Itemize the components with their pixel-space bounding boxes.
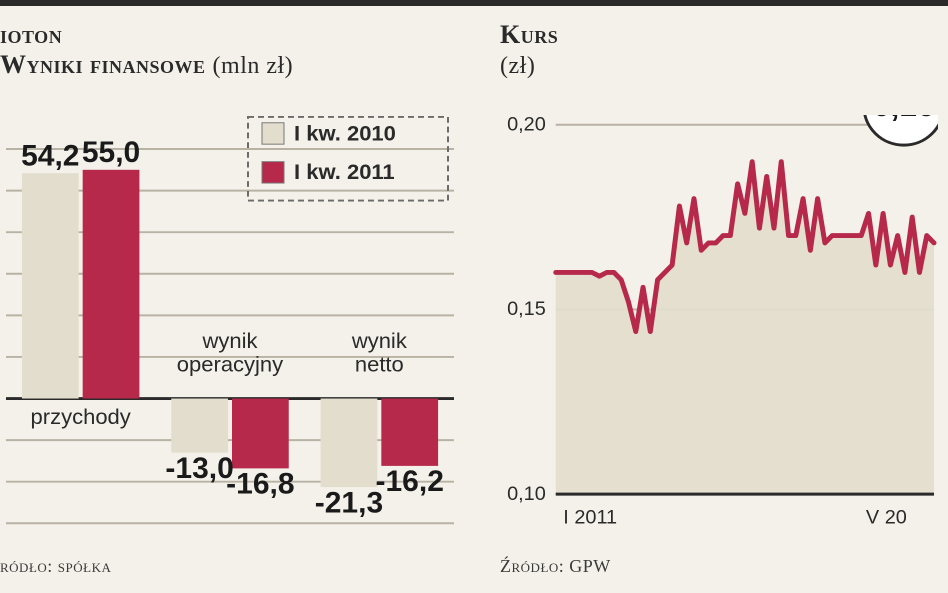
bar-value: 54,2 [21, 140, 79, 173]
category-label: wynik [351, 328, 407, 353]
category-label: operacyjny [177, 352, 284, 377]
right-title-line2: (zł) [500, 50, 948, 80]
y-tick-label: 0,20 [507, 115, 546, 135]
bar-2010 [321, 399, 378, 488]
category-label: przychody [31, 404, 131, 429]
bar-value: -13,0 [165, 452, 233, 485]
top-rule [0, 0, 948, 6]
callout-value: 0,16 [873, 115, 935, 123]
bar-2011 [83, 170, 140, 399]
legend-label: I kw. 2011 [294, 159, 395, 184]
y-tick-label: 0,15 [507, 298, 546, 320]
bar-value: 55,0 [82, 136, 140, 169]
left-source: ródło: spółka [0, 556, 111, 577]
bar-2011 [381, 399, 438, 466]
left-title-sub: (mln zł) [213, 53, 294, 79]
line-chart: 0,10 0,15 0,20 I 2011 V 20 0,16 [500, 115, 938, 533]
left-title-line2: Wyniki finansowe (mln zł) [0, 50, 470, 80]
y-tick-label: 0,10 [507, 483, 546, 505]
left-title-main: Wyniki finansowe [0, 50, 206, 79]
bar-chart: 54,255,0przychody-13,0-16,8wynikoperacyj… [0, 115, 460, 533]
right-title-line1: Kurs [500, 20, 948, 50]
category-label: wynik [201, 328, 257, 353]
x-tick-label: I 2011 [563, 506, 617, 528]
legend-label: I kw. 2010 [294, 121, 396, 146]
left-title-line1: ioton [0, 20, 470, 50]
bar-2011 [232, 399, 289, 469]
legend-swatch [262, 162, 284, 183]
right-title-sub: (zł) [500, 53, 535, 79]
category-label: netto [355, 352, 404, 377]
bar-value: -16,2 [376, 466, 444, 499]
x-tick-label: V 20 [866, 506, 907, 528]
bar-2010 [22, 173, 79, 398]
bar-2010 [171, 399, 228, 453]
bar-value: -16,8 [226, 468, 294, 501]
right-source: Źródło: GPW [500, 556, 611, 577]
panel-price: Kurs (zł) 0,10 0,15 0,20 I 2011 V 20 0,16 Źró… [500, 20, 948, 593]
legend-swatch [262, 123, 284, 144]
panel-financials: ioton Wyniki finansowe (mln zł) 54,255,0… [0, 20, 470, 593]
bar-value: -21,3 [315, 487, 383, 520]
